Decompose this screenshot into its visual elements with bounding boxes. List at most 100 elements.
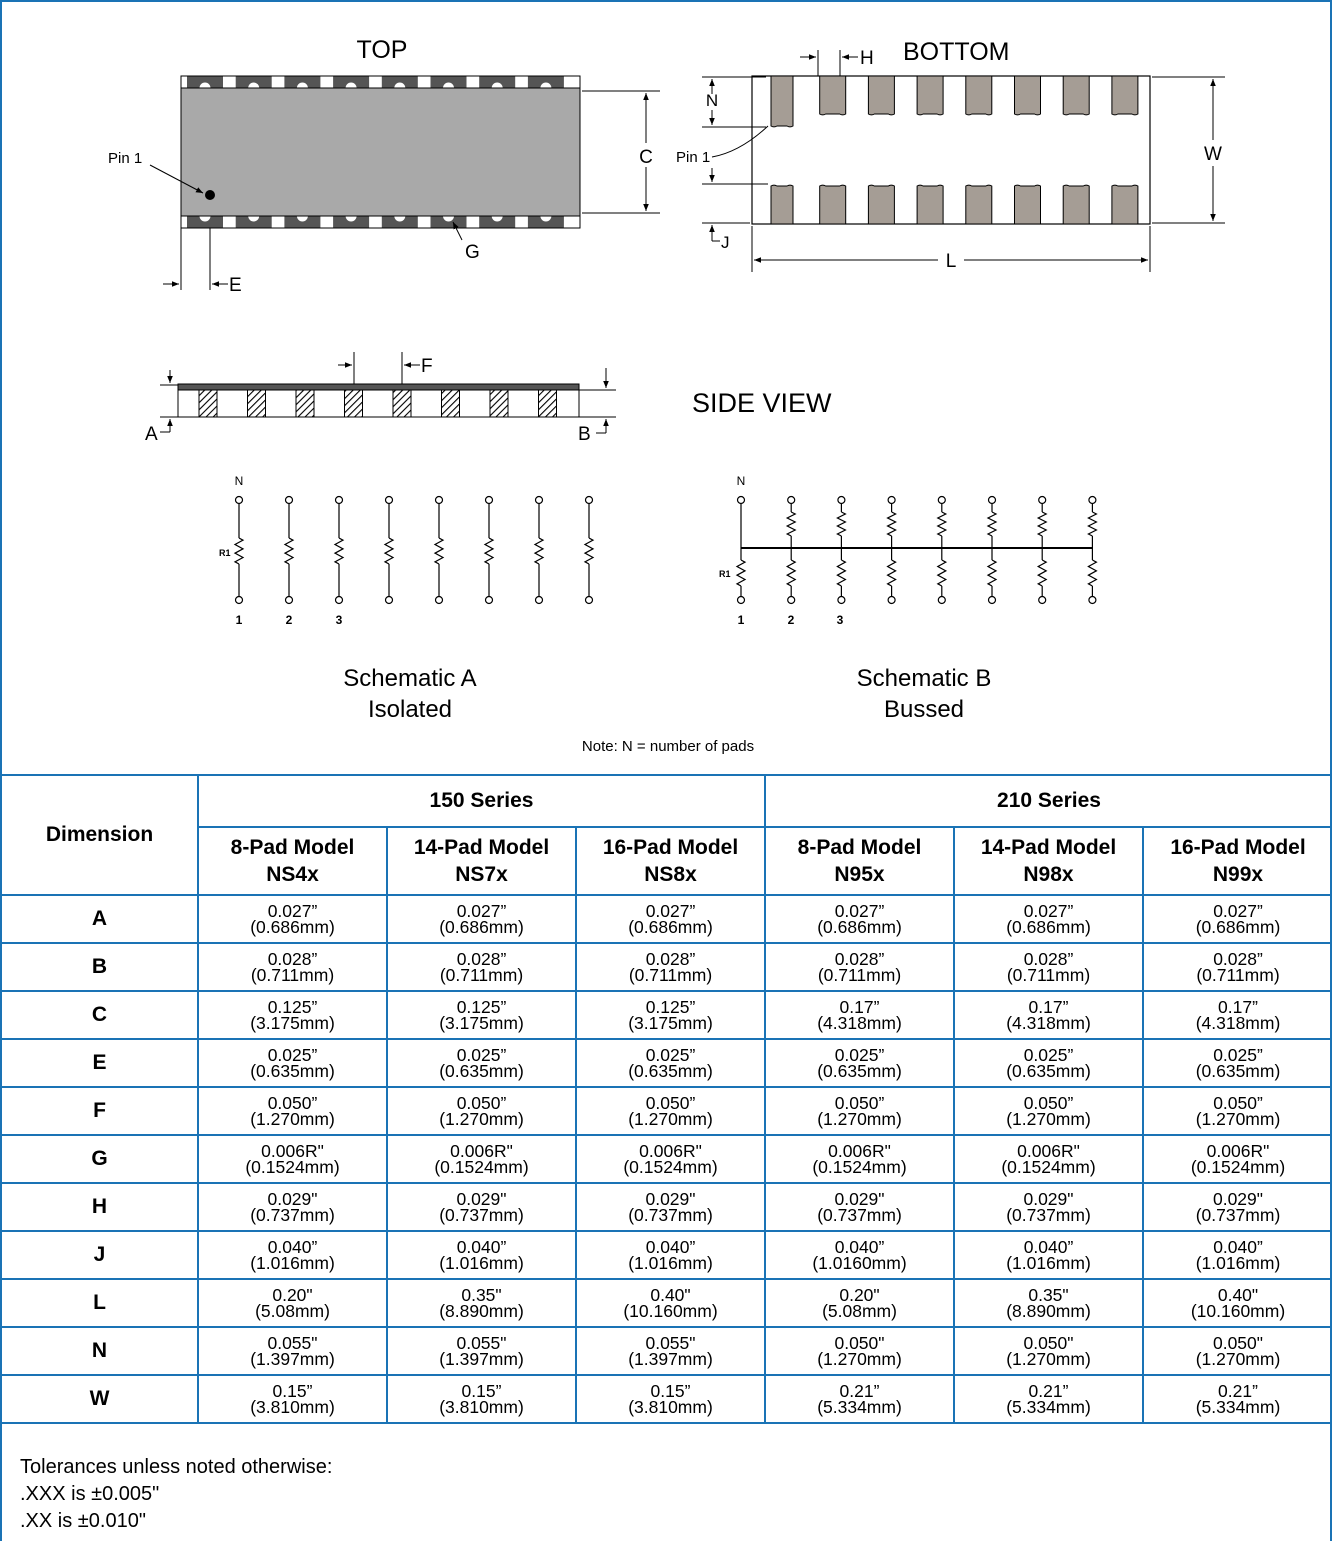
dimension-value-cell: 0.006R" (0.1524mm) xyxy=(1142,1134,1332,1184)
value-inch: 0.055" xyxy=(267,1333,318,1353)
dim-b-label: B xyxy=(578,424,591,445)
top-view-label: TOP xyxy=(357,36,408,64)
value-inch: 0.006R" xyxy=(1017,1141,1080,1161)
schematic-terminal xyxy=(534,495,544,505)
dimension-value-cell: 0.027” (0.686mm) xyxy=(953,894,1144,944)
schematic-terminal xyxy=(334,495,344,505)
resistor-symbol xyxy=(785,511,797,537)
top-view: TOP Pin 1 C E G xyxy=(108,36,660,296)
resistor-symbol xyxy=(986,559,998,587)
model-header-row: 8-Pad Model NS4x 14-Pad Model NS7x 16-Pad Mo… xyxy=(1,826,1332,896)
value-inch: 0.025” xyxy=(267,1045,318,1065)
value-mm: (1.270mm) xyxy=(628,1109,713,1129)
model-header: 14-Pad Model NS7x xyxy=(386,826,577,896)
value-inch: 0.050” xyxy=(834,1093,885,1113)
value-inch: 0.40" xyxy=(650,1285,691,1305)
value-mm: (10.160mm) xyxy=(623,1301,718,1321)
value-inch: 0.029" xyxy=(834,1189,885,1209)
value-inch: 0.050” xyxy=(645,1093,696,1113)
value-mm: (1.397mm) xyxy=(628,1349,713,1369)
dimension-letter: W xyxy=(0,1374,199,1424)
value-mm: (0.686mm) xyxy=(817,917,902,937)
schematic-terminal xyxy=(284,495,294,505)
top-pad-lower xyxy=(479,216,516,228)
dimension-value-cell: 0.028” (0.711mm) xyxy=(197,942,388,992)
value-inch: 0.20" xyxy=(272,1285,313,1305)
model-name: 8-Pad Model xyxy=(230,836,355,859)
resistor-symbol xyxy=(233,537,245,565)
side-terminal xyxy=(295,389,315,418)
dimension-value-cell: 0.006R" (0.1524mm) xyxy=(953,1134,1144,1184)
value-inch: 0.006R" xyxy=(261,1141,324,1161)
dimension-value-cell: 0.028” (0.711mm) xyxy=(953,942,1144,992)
value-mm: (5.334mm) xyxy=(1006,1397,1091,1417)
model-header: 14-Pad Model N98x xyxy=(953,826,1144,896)
dimension-letter: L xyxy=(0,1278,199,1328)
schematic-terminal xyxy=(736,595,746,605)
resistor-symbol xyxy=(283,537,295,565)
dimension-value-cell: 0.040” (1.016mm) xyxy=(953,1230,1144,1280)
side-view-terminals xyxy=(198,389,557,418)
dimension-value-cell: 0.21” (5.334mm) xyxy=(1142,1374,1332,1424)
schematic-terminal xyxy=(987,495,997,505)
bottom-pad xyxy=(867,184,895,225)
value-mm: (3.175mm) xyxy=(250,1013,335,1033)
schematic-terminal xyxy=(987,595,997,605)
value-mm: (0.635mm) xyxy=(628,1061,713,1081)
side-view-top-layer xyxy=(177,383,580,391)
bottom-pad xyxy=(1014,184,1041,225)
schematic-terminal xyxy=(534,595,544,605)
value-inch: 0.055" xyxy=(456,1333,507,1353)
value-inch: 0.21” xyxy=(1218,1381,1258,1401)
value-mm: (5.08mm) xyxy=(255,1301,330,1321)
value-inch: 0.040” xyxy=(267,1237,318,1257)
schematic-terminal xyxy=(937,595,946,605)
dimension-value-cell: 0.025” (0.635mm) xyxy=(953,1038,1144,1088)
value-inch: 0.20" xyxy=(839,1285,880,1305)
value-inch: 0.050” xyxy=(1023,1093,1074,1113)
value-inch: 0.028” xyxy=(456,949,507,969)
value-inch: 0.35" xyxy=(461,1285,502,1305)
dimension-value-cell: 0.025” (0.635mm) xyxy=(575,1038,766,1088)
dim-n-label: N xyxy=(706,91,718,110)
value-inch: 0.17” xyxy=(839,997,880,1017)
value-mm: (0.686mm) xyxy=(439,917,524,937)
dimension-value-cell: 0.050” (1.270mm) xyxy=(197,1086,388,1136)
dimension-value-cell: 0.050" (1.270mm) xyxy=(1142,1326,1332,1376)
table-row: E 0.025” (0.635mm) 0.025” (0.635mm) 0.025” (0.… xyxy=(0,1038,1332,1088)
value-mm: (0.711mm) xyxy=(250,965,335,985)
schematic-b-subtitle: Bussed xyxy=(884,696,964,723)
model-name: 16-Pad Model xyxy=(602,836,739,859)
bottom-pad xyxy=(1062,184,1090,225)
value-mm: (0.635mm) xyxy=(1006,1061,1091,1081)
dimension-value-cell: 0.15” (3.810mm) xyxy=(197,1374,388,1424)
value-mm: (0.1524mm) xyxy=(623,1157,718,1177)
dimension-header: Dimension xyxy=(0,774,199,896)
dimension-value-cell: 0.027” (0.686mm) xyxy=(386,894,577,944)
value-inch: 0.029" xyxy=(456,1189,507,1209)
schematic-a-pin-1: 1 xyxy=(236,613,243,627)
value-mm: (1.270mm) xyxy=(439,1109,524,1129)
top-pad-upper xyxy=(333,76,370,88)
dimension-value-cell: 0.17” (4.318mm) xyxy=(764,990,955,1040)
resistor-symbol xyxy=(735,559,747,587)
value-mm: (0.1524mm) xyxy=(245,1157,340,1177)
pin1-label-top: Pin 1 xyxy=(108,150,142,167)
schematic-a-r1: R1 xyxy=(219,548,231,558)
tolerances-heading: Tolerances unless noted otherwise: xyxy=(20,1456,333,1478)
dimension-value-cell: 0.050" (1.270mm) xyxy=(953,1326,1144,1376)
table-row: L 0.20" (5.08mm) 0.35" (8.890mm) 0.40" (10.160… xyxy=(0,1278,1332,1328)
dimension-value-cell: 0.17” (4.318mm) xyxy=(953,990,1144,1040)
resistor-symbol xyxy=(533,537,545,565)
value-mm: (1.016mm) xyxy=(250,1253,335,1273)
side-terminal xyxy=(198,389,218,418)
top-pad-upper xyxy=(284,76,321,88)
value-mm: (1.270mm) xyxy=(1195,1109,1281,1129)
dimension-value-cell: 0.027” (0.686mm) xyxy=(1142,894,1332,944)
dimension-value-cell: 0.17” (4.318mm) xyxy=(1142,990,1332,1040)
value-inch: 0.050” xyxy=(1213,1093,1263,1113)
bottom-pad xyxy=(867,75,895,116)
bottom-pad xyxy=(916,184,944,225)
schematic-b-title: Schematic B xyxy=(857,665,992,692)
